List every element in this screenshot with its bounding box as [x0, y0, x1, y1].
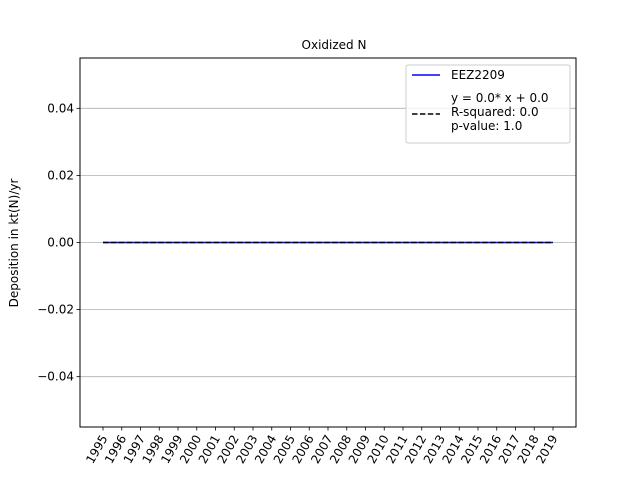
y-tick-label: −0.02	[37, 303, 74, 317]
legend: EEZ2209 y = 0.0* x + 0.0 R-squared: 0.0 p-v…	[405, 64, 571, 144]
y-tick-label: −0.04	[37, 370, 74, 384]
chart-title: Oxidized N	[302, 38, 367, 52]
y-axis-ticks: −0.04 −0.02 0.00 0.02 0.04	[37, 101, 80, 384]
y-axis-label: Deposition in kt(N)/yr	[7, 179, 21, 308]
y-tick-label: 0.00	[47, 236, 74, 250]
plot-frame	[79, 57, 577, 428]
y-tick-label: 0.04	[47, 101, 74, 115]
legend-box	[405, 64, 571, 144]
legend-label-trend: y = 0.0* x + 0.0 R-squared: 0.0 p-value: 1…	[451, 91, 549, 133]
y-tick-label: 0.02	[47, 168, 74, 182]
x-axis-ticks: 1995199619971998199920002001200220032004…	[83, 427, 561, 466]
legend-label-eez2209: EEZ2209	[451, 68, 505, 82]
